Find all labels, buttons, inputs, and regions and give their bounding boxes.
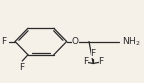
Text: F: F [83,57,88,66]
Text: F: F [1,37,6,46]
Text: NH$_2$: NH$_2$ [122,35,140,48]
Text: O: O [72,37,78,46]
Text: F: F [19,63,24,72]
Text: F: F [98,57,104,66]
Text: F: F [91,49,96,58]
